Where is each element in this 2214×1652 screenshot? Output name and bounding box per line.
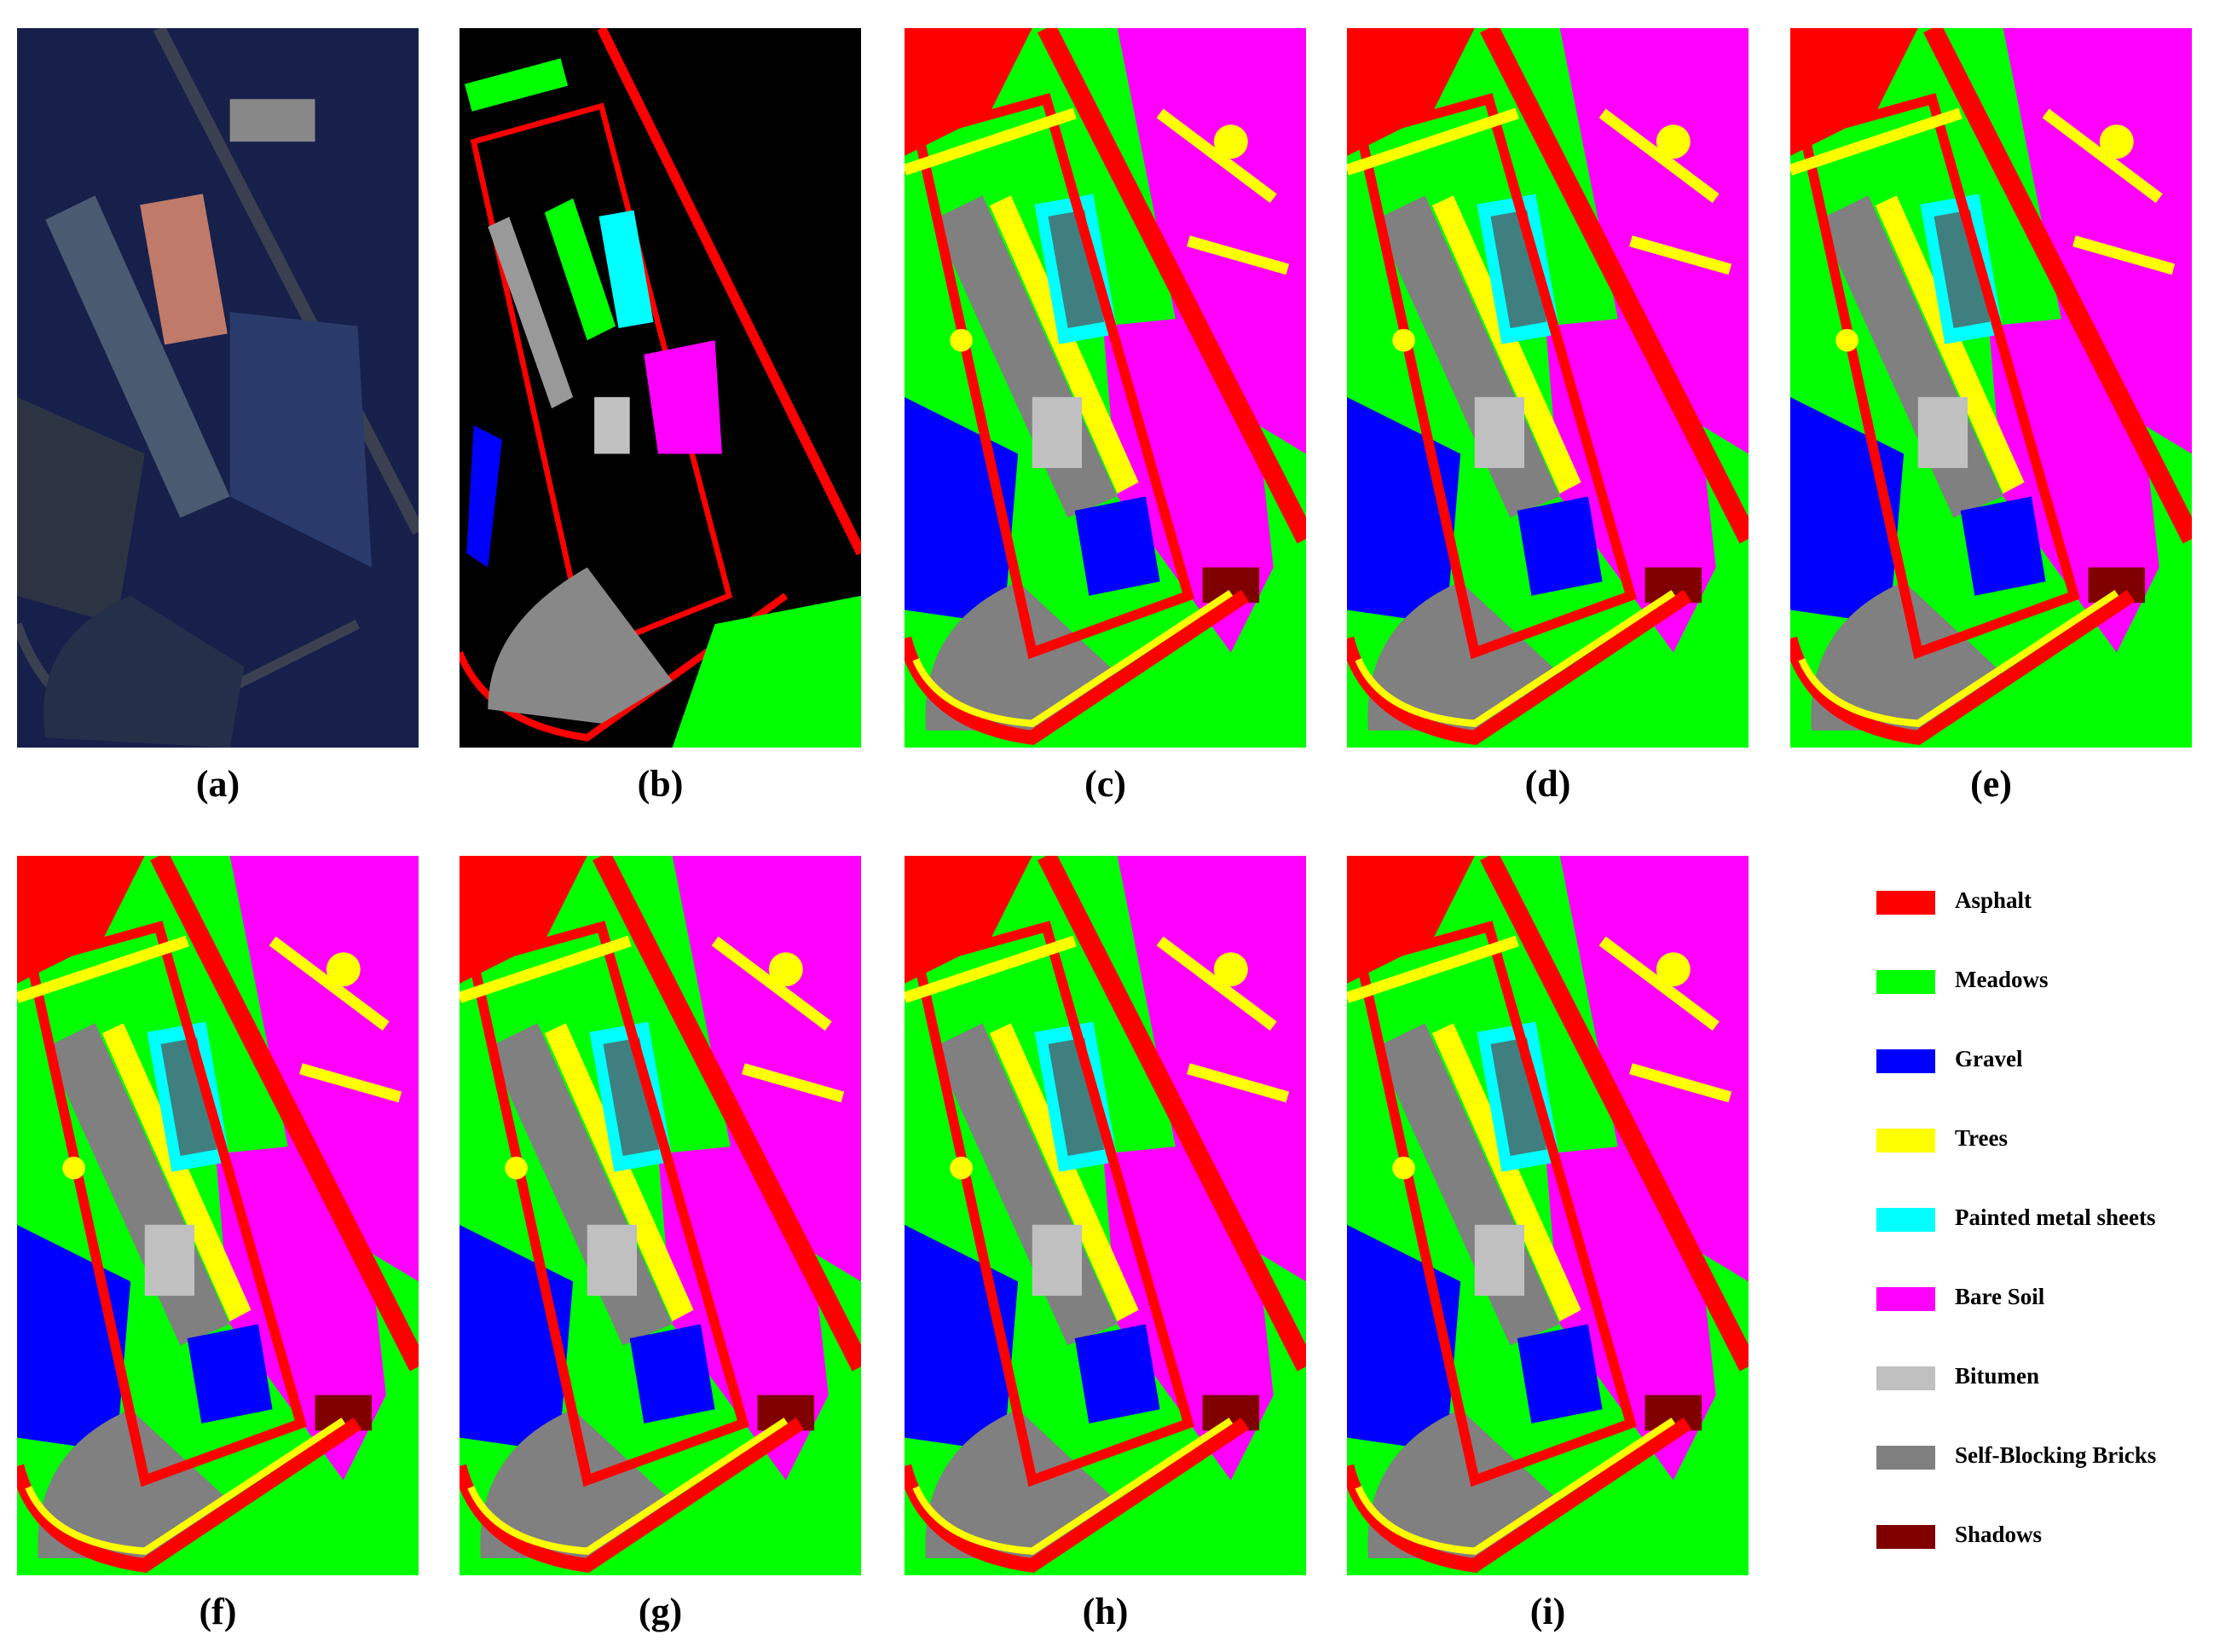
legend-swatch <box>1876 1287 1935 1311</box>
panel-label: (i) <box>1530 1591 1566 1632</box>
legend-swatch <box>1876 1049 1935 1073</box>
classification-map <box>1790 28 2192 748</box>
legend-label: Bare Soil <box>1955 1284 2045 1309</box>
legend-swatch <box>1876 1446 1935 1470</box>
panel-label: (e) <box>1970 763 2012 805</box>
panel-label: (a) <box>196 763 240 805</box>
panel-label: (f) <box>199 1591 237 1632</box>
legend-label: Shadows <box>1955 1522 2042 1547</box>
classification-map <box>1347 856 1749 1575</box>
classification-map <box>905 28 1306 748</box>
legend-label: Asphalt <box>1955 887 2032 913</box>
panel-label: (h) <box>1083 1591 1129 1632</box>
panel-label: (d) <box>1525 763 1571 805</box>
legend-swatch <box>1876 1525 1935 1549</box>
classification-map <box>1347 28 1749 748</box>
legend-label: Gravel <box>1955 1046 2023 1071</box>
classification-map <box>17 856 419 1575</box>
legend-label: Painted metal sheets <box>1955 1204 2155 1230</box>
legend-label: Bitumen <box>1955 1363 2039 1389</box>
classification-map <box>905 856 1306 1575</box>
legend-swatch <box>1876 1129 1935 1152</box>
classification-map <box>460 856 861 1575</box>
panel-label: (c) <box>1084 763 1126 805</box>
rgb-image <box>17 28 419 748</box>
panel-label: (g) <box>639 1591 682 1632</box>
legend-swatch <box>1876 970 1935 994</box>
legend-swatch <box>1876 891 1935 915</box>
legend-label: Self-Blocking Bricks <box>1955 1442 2156 1468</box>
legend-label: Meadows <box>1955 967 2049 992</box>
legend-swatch <box>1876 1208 1935 1232</box>
legend-label: Trees <box>1955 1125 2008 1151</box>
panel-label: (b) <box>638 763 684 805</box>
legend-swatch <box>1876 1366 1935 1390</box>
ground-truth-map <box>460 28 861 748</box>
